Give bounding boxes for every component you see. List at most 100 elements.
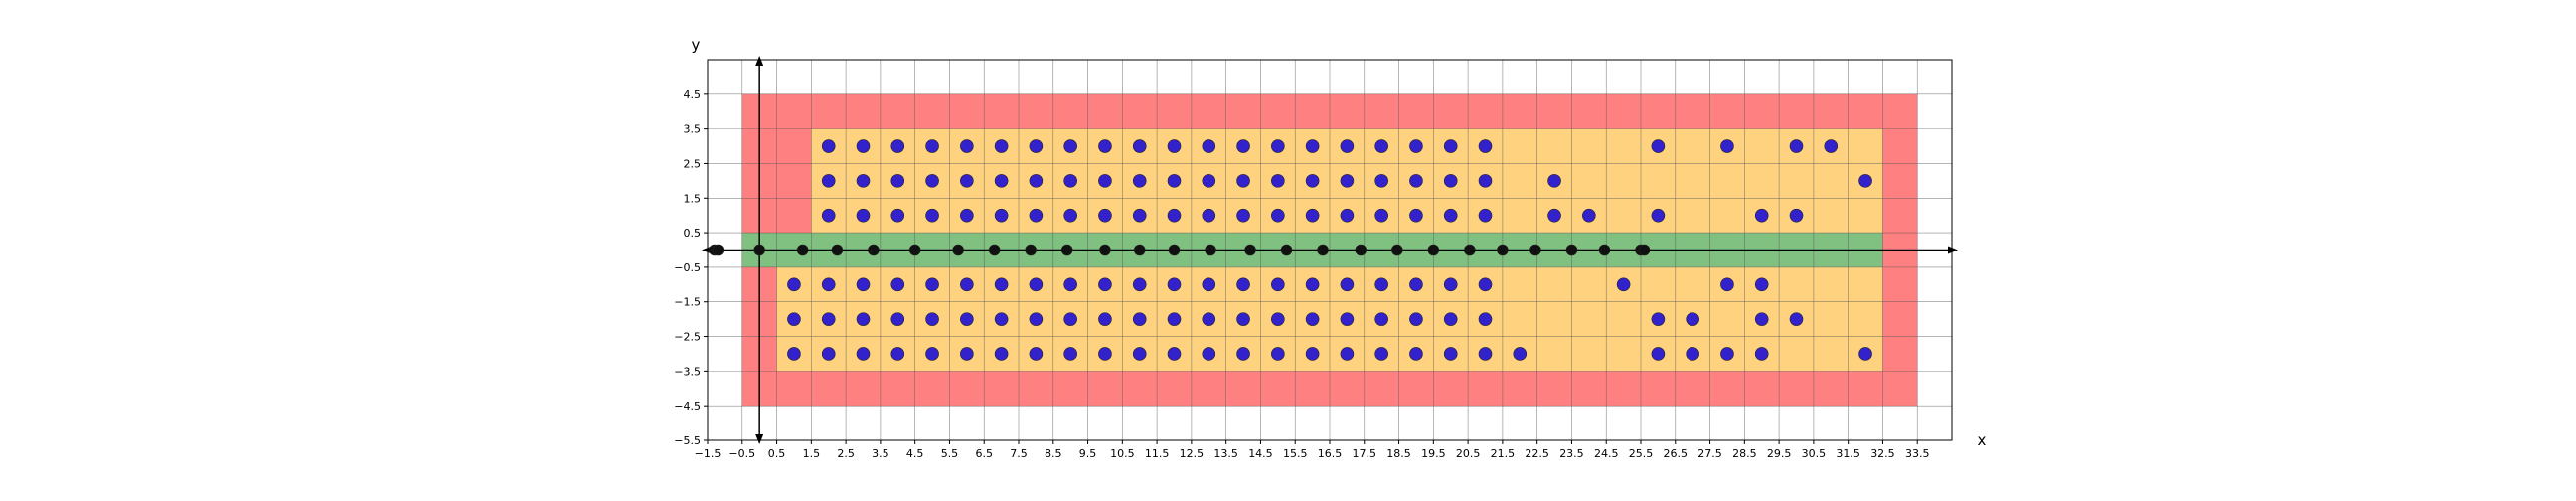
data-point-blue (856, 208, 871, 223)
data-point-blue (856, 312, 871, 326)
data-point-blue (1167, 208, 1182, 223)
data-point-black (1060, 244, 1073, 256)
y-tick-label: −0.5 (674, 261, 701, 274)
y-tick-label: −2.5 (674, 331, 701, 344)
data-point-blue (1409, 208, 1423, 223)
data-point-blue (1340, 208, 1355, 223)
data-point-black (1355, 244, 1368, 256)
data-point-blue (1098, 208, 1112, 223)
data-point-blue (1132, 139, 1147, 153)
data-point-blue (1098, 277, 1112, 292)
data-point-blue (1132, 312, 1147, 326)
data-point-blue (1305, 347, 1320, 361)
x-tick-label: 23.5 (1559, 447, 1584, 460)
data-point-blue (994, 347, 1009, 361)
points-layer (709, 139, 1872, 361)
data-point-blue (1374, 277, 1388, 292)
data-point-blue (994, 312, 1009, 326)
data-point-black (1391, 244, 1403, 256)
y-axis-label: y (692, 36, 701, 54)
y-tick-label: 4.5 (684, 88, 702, 101)
data-point-blue (787, 312, 801, 326)
data-point-blue (1305, 139, 1320, 153)
data-point-blue (1789, 312, 1804, 326)
data-point-blue (1098, 312, 1112, 326)
data-point-black (1497, 244, 1509, 256)
data-point-black (952, 244, 964, 256)
y-tick-label: 2.5 (684, 157, 702, 170)
data-point-black (1427, 244, 1440, 256)
data-point-blue (1478, 174, 1493, 188)
x-tick-label: 12.5 (1180, 447, 1205, 460)
data-point-blue (1409, 347, 1423, 361)
x-tick-label: 5.5 (941, 447, 959, 460)
data-point-blue (994, 174, 1009, 188)
data-point-blue (1167, 174, 1182, 188)
data-point-blue (1202, 139, 1216, 153)
data-point-blue (1340, 277, 1355, 292)
data-point-blue (960, 139, 974, 153)
data-point-blue (925, 347, 939, 361)
data-point-blue (1478, 139, 1493, 153)
data-point-blue (1271, 208, 1285, 223)
data-point-blue (1374, 139, 1388, 153)
data-point-blue (821, 347, 836, 361)
data-point-blue (994, 139, 1009, 153)
x-tick-label: 31.5 (1836, 447, 1860, 460)
data-point-blue (1202, 208, 1216, 223)
data-point-black (1280, 244, 1293, 256)
data-point-blue (890, 174, 905, 188)
data-point-blue (960, 277, 974, 292)
y-axis-arrow-up (755, 56, 764, 66)
data-point-black (1598, 244, 1611, 256)
x-tick-label: 20.5 (1456, 447, 1481, 460)
data-point-blue (1029, 277, 1044, 292)
data-point-blue (1063, 139, 1077, 153)
x-tick-label: 17.5 (1353, 447, 1377, 460)
data-point-blue (890, 208, 905, 223)
data-point-blue (787, 347, 801, 361)
data-point-blue (856, 174, 871, 188)
data-point-blue (960, 208, 974, 223)
data-point-black (753, 244, 765, 256)
data-point-blue (1616, 277, 1631, 292)
y-tick-label: 1.5 (684, 192, 702, 205)
x-tick-label: 29.5 (1767, 447, 1792, 460)
data-point-black (1244, 244, 1256, 256)
data-point-black (1565, 244, 1578, 256)
x-tick-label: 15.5 (1283, 447, 1308, 460)
data-point-black (1133, 244, 1146, 256)
data-point-blue (1098, 347, 1112, 361)
data-point-blue (960, 312, 974, 326)
data-point-blue (1858, 347, 1872, 361)
x-tick-label: 16.5 (1318, 447, 1343, 460)
data-point-blue (1029, 208, 1044, 223)
data-point-blue (1651, 312, 1666, 326)
x-tick-label: −1.5 (695, 447, 722, 460)
data-point-blue (890, 277, 905, 292)
y-tick-label: −5.5 (674, 434, 701, 447)
x-axis-label: x (1978, 431, 1987, 449)
x-tick-label: 4.5 (906, 447, 924, 460)
data-point-blue (1547, 174, 1561, 188)
data-point-blue (1374, 208, 1388, 223)
data-point-blue (1098, 174, 1112, 188)
data-point-blue (1132, 347, 1147, 361)
data-point-black (1025, 244, 1037, 256)
data-point-black (1530, 244, 1541, 256)
data-point-blue (1271, 139, 1285, 153)
x-tick-label: 1.5 (803, 447, 821, 460)
data-point-blue (1202, 174, 1216, 188)
ticks-layer: −1.5 −0.5 0.5 1.5 2.5 3.5 4.5 5.5 6.5 7.5 8.5 9.5 10… (674, 88, 1929, 460)
data-point-blue (1029, 174, 1044, 188)
data-point-blue (890, 139, 905, 153)
data-point-blue (1167, 277, 1182, 292)
data-point-black (712, 244, 724, 256)
y-tick-label: 0.5 (684, 227, 702, 240)
data-point-blue (1858, 174, 1872, 188)
data-point-blue (1754, 208, 1769, 223)
data-point-blue (960, 347, 974, 361)
data-point-blue (1754, 347, 1769, 361)
data-point-blue (821, 312, 836, 326)
